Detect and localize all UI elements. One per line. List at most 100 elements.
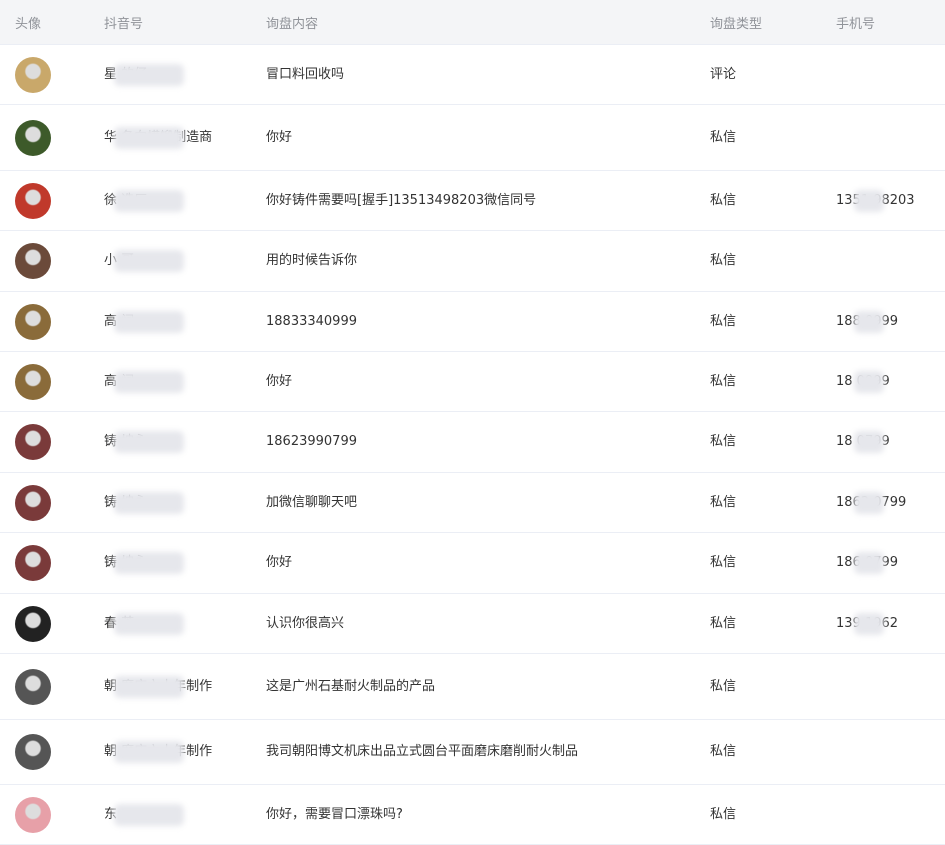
- avatar: [15, 734, 51, 770]
- phone-cell: 186 0799: [836, 532, 945, 594]
- table-row: 朝 磨床六十年制作我司朝阳博文机床出品立式圆台平面磨床磨削耐火制品私信: [0, 719, 945, 785]
- table-row: 铸 坤永18623990799私信18 0799: [0, 411, 945, 473]
- type-cell: 私信: [710, 170, 836, 231]
- phone-cell: 139 1962: [836, 593, 945, 654]
- avatar-cell: [0, 719, 104, 785]
- blur-mask: [854, 491, 884, 514]
- blur-mask: [854, 552, 884, 574]
- content-cell: 18833340999: [266, 291, 710, 352]
- phone-cell: 188 0999: [836, 291, 945, 352]
- table-row: 星 的仔冒口料回收吗评论: [0, 44, 945, 105]
- avatar: [15, 796, 51, 833]
- avatar: [15, 243, 51, 279]
- type-cell: 私信: [710, 104, 836, 171]
- nickname-cell: 星 的仔: [104, 44, 266, 105]
- content-cell: 你好: [266, 351, 710, 412]
- nickname-cell: 朝 磨床六十年制作: [104, 719, 266, 785]
- content-cell: 你好: [266, 532, 710, 594]
- nickname-cell: 东: [104, 784, 266, 845]
- table-row: 华 各向模锻制造商你好私信: [0, 104, 945, 171]
- avatar-cell: [0, 170, 104, 231]
- blur-mask: [114, 552, 184, 574]
- avatar: [15, 605, 51, 642]
- table-row: 高 阔18833340999私信188 0999: [0, 291, 945, 352]
- blur-mask: [114, 741, 184, 763]
- header-cell: 询盘类型: [710, 0, 836, 45]
- nickname-cell: 华 各向模锻制造商: [104, 104, 266, 171]
- phone-cell: 1862 0799: [836, 472, 945, 533]
- content-cell: 这是广州石基耐火制品的产品: [266, 653, 710, 720]
- avatar: [15, 484, 51, 521]
- nickname-cell: 小 哥: [104, 230, 266, 292]
- avatar: [15, 363, 51, 400]
- nickname-cell: 春 茶: [104, 593, 266, 654]
- type-cell: 私信: [710, 532, 836, 594]
- table-row: 东 你好，需要冒口漂珠吗? 私信: [0, 784, 945, 845]
- table-row: 春 茶认识你很高兴私信139 1962: [0, 593, 945, 654]
- table-row: 朝 磨床六十年制作这是广州石基耐火制品的产品私信: [0, 653, 945, 720]
- nickname-cell: 徐 造厂: [104, 170, 266, 231]
- avatar-cell: [0, 104, 104, 171]
- type-cell: 私信: [710, 230, 836, 292]
- avatar-cell: [0, 291, 104, 352]
- nickname-cell: 高 阔: [104, 291, 266, 352]
- blur-mask: [114, 189, 184, 212]
- nickname-cell: 铸 坤永: [104, 411, 266, 473]
- blur-mask: [114, 491, 184, 514]
- blur-mask: [114, 310, 184, 333]
- type-cell: 私信: [710, 472, 836, 533]
- table-row: 小 哥用的时候告诉你私信: [0, 230, 945, 292]
- type-cell: 私信: [710, 653, 836, 720]
- avatar-cell: [0, 351, 104, 412]
- phone-cell: 18 0999: [836, 351, 945, 412]
- blur-mask: [854, 310, 884, 333]
- avatar-cell: [0, 44, 104, 105]
- header-cell: 抖音号: [104, 0, 266, 45]
- content-cell: 你好: [266, 104, 710, 171]
- blur-mask: [114, 63, 184, 86]
- avatar: [15, 119, 51, 156]
- table-body: 星 的仔冒口料回收吗评论华 各向模锻制造商你好私信徐 造厂你好铸件需要吗[握手]…: [0, 44, 945, 845]
- avatar-cell: [0, 653, 104, 720]
- type-cell: 私信: [710, 291, 836, 352]
- blur-mask: [854, 370, 884, 393]
- header-row: 头像 抖音号 询盘内容 询盘类型 手机号: [0, 0, 945, 45]
- content-cell: 用的时候告诉你: [266, 230, 710, 292]
- content-cell: 你好，需要冒口漂珠吗?: [266, 784, 710, 845]
- phone-cell: [836, 653, 945, 720]
- table-row: 铸 坤永加微信聊聊天吧私信1862 0799: [0, 472, 945, 533]
- blur-mask: [854, 612, 884, 635]
- avatar-cell: [0, 230, 104, 292]
- phone-cell: [836, 784, 945, 845]
- phone-cell: 18 0799: [836, 411, 945, 473]
- type-cell: 私信: [710, 593, 836, 654]
- avatar-cell: [0, 411, 104, 473]
- avatar-cell: [0, 784, 104, 845]
- phone-cell: 1351 98203: [836, 170, 945, 231]
- phone-cell: [836, 104, 945, 171]
- blur-mask: [114, 612, 184, 635]
- avatar: [15, 303, 51, 340]
- nickname-cell: 铸 坤永: [104, 472, 266, 533]
- avatar-cell: [0, 532, 104, 594]
- content-cell: 18623990799: [266, 411, 710, 473]
- content-cell: 加微信聊聊天吧: [266, 472, 710, 533]
- table-row: 高 阔你好私信18 0999: [0, 351, 945, 412]
- phone-cell: [836, 230, 945, 292]
- avatar: [15, 56, 51, 93]
- blur-mask: [114, 803, 184, 826]
- table-row: 铸 坤永你好私信186 0799: [0, 532, 945, 594]
- phone-cell: [836, 44, 945, 105]
- avatar-cell: [0, 593, 104, 654]
- blur-mask: [114, 126, 184, 149]
- avatar: [15, 668, 51, 705]
- type-cell: 评论: [710, 44, 836, 105]
- blur-mask: [854, 431, 884, 453]
- type-cell: 私信: [710, 784, 836, 845]
- blur-mask: [854, 189, 884, 212]
- avatar: [15, 545, 51, 581]
- nickname: 东: [104, 806, 118, 822]
- content-cell: 认识你很高兴: [266, 593, 710, 654]
